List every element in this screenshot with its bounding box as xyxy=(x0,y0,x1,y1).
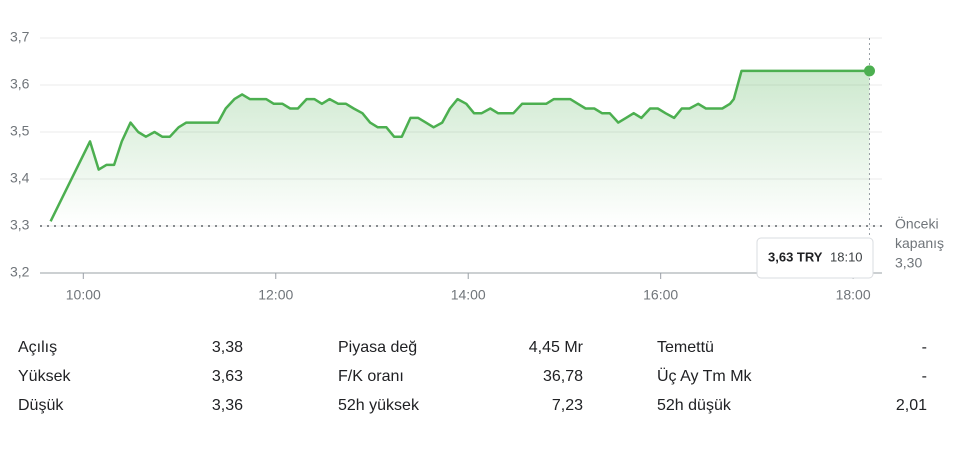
price-line xyxy=(49,69,870,222)
x-tick-label: 18:00 xyxy=(836,287,871,303)
tooltip-box xyxy=(756,237,874,279)
stat-value: 7,23 xyxy=(552,397,583,414)
stat-label: Üç Ay Tm Mk xyxy=(657,367,753,385)
area xyxy=(50,70,870,227)
y-tick-label: 3,3 xyxy=(10,217,30,233)
stat-value: - xyxy=(922,339,927,356)
x-tick-label: 14:00 xyxy=(451,287,486,303)
y-tick-label: 3,6 xyxy=(10,76,30,92)
y-tick-label: 3,5 xyxy=(10,123,30,139)
last-point xyxy=(863,65,875,77)
stat-value: 36,78 xyxy=(543,368,583,385)
y-tick-label: 3,4 xyxy=(10,170,30,186)
x-tick-label: 12:00 xyxy=(258,287,293,303)
stat-value: 4,45 Mr xyxy=(529,339,584,356)
stat-label: Yüksek xyxy=(18,368,71,385)
stat-label: 52h düşük xyxy=(657,397,732,414)
tooltip-price: 3,63 TRY xyxy=(768,249,823,264)
stat-label: F/K oranı xyxy=(338,368,404,385)
x-tick-label: 10:00 xyxy=(66,287,101,303)
stat-label: Açılış xyxy=(18,339,57,356)
stat-label: 52h yüksek xyxy=(338,397,420,414)
tooltip-time: 18:10 xyxy=(830,249,863,264)
stat-value: - xyxy=(922,368,927,385)
y-tick-label: 3,2 xyxy=(10,264,30,280)
stat-value: 3,36 xyxy=(212,397,243,414)
stat-label: Piyasa değ xyxy=(338,339,417,356)
stat-label: Düşük xyxy=(18,397,64,414)
y-tick-label: 3,7 xyxy=(10,29,30,45)
previous-close-label: 3,30 xyxy=(895,255,922,271)
previous-close-label: Önceki xyxy=(895,215,939,232)
previous-close-label: kapanış xyxy=(895,235,944,251)
stat-value: 3,63 xyxy=(212,368,243,385)
stat-label: Temettü xyxy=(657,339,714,356)
stat-value: 3,38 xyxy=(212,339,243,356)
tooltip: 3,63 TRY 18:10 xyxy=(756,237,874,279)
x-tick-label: 16:00 xyxy=(643,287,678,303)
stat-value: 2,01 xyxy=(896,397,927,414)
